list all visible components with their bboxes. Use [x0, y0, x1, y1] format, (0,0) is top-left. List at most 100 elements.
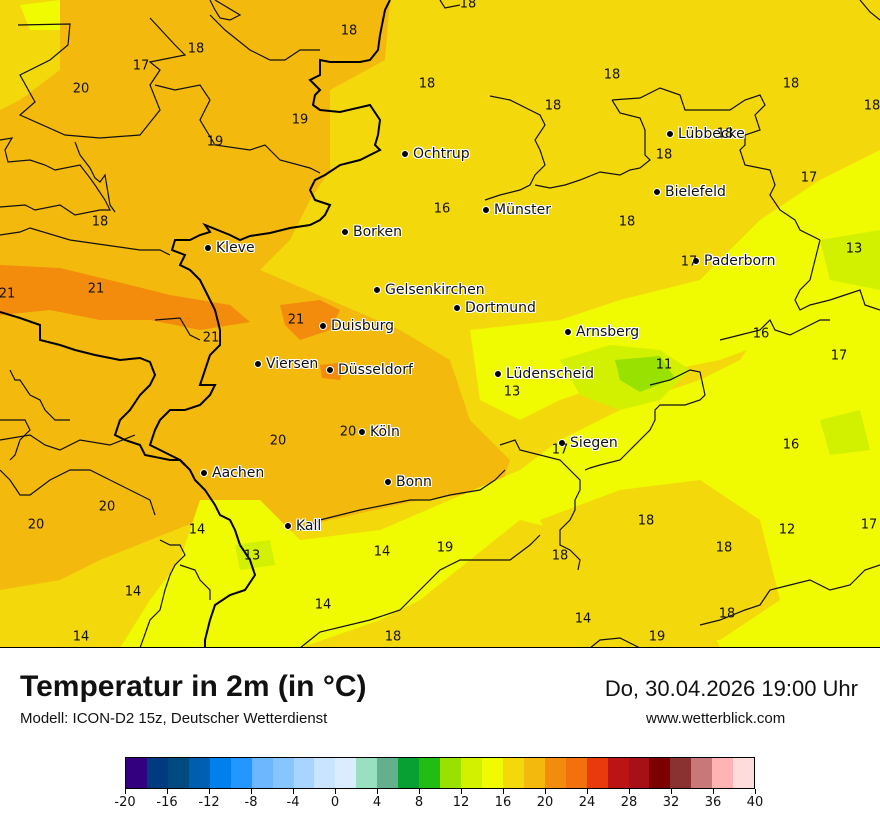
temperature-value: 19 — [436, 540, 454, 556]
temperature-field — [0, 0, 880, 647]
city-kleve: Kleve — [204, 240, 255, 256]
city-viersen: Viersen — [254, 356, 318, 372]
city-gelsenkirchen: Gelsenkirchen — [373, 282, 485, 298]
temperature-value: 19 — [648, 629, 666, 645]
legend-tick-label: 36 — [704, 795, 722, 810]
city-marker-icon — [319, 322, 327, 330]
legend-color-segment — [502, 758, 524, 788]
temperature-value: 13 — [503, 384, 521, 400]
temperature-value: 17 — [132, 58, 150, 74]
temperature-value: 16 — [752, 326, 770, 342]
legend-tick-mark — [460, 789, 462, 794]
temperature-value: 19 — [291, 112, 309, 128]
temperature-value: 18 — [863, 98, 880, 114]
city-marker-icon — [653, 188, 661, 196]
legend-tick-mark — [628, 789, 630, 794]
temperature-value: 13 — [243, 548, 261, 564]
city-marker-icon — [200, 469, 208, 477]
legend-color-segment — [523, 758, 545, 788]
city-duesseldorf: Düsseldorf — [326, 362, 413, 378]
city-marker-icon — [358, 428, 366, 436]
temperature-value: 14 — [373, 544, 391, 560]
temperature-value: 17 — [830, 348, 848, 364]
city-marker-icon — [284, 522, 292, 530]
temperature-value: 20 — [27, 517, 45, 533]
legend-tick-label: 4 — [372, 795, 382, 810]
city-marker-icon — [494, 370, 502, 378]
legend-color-segment — [649, 758, 671, 788]
legend-tick-label: 16 — [494, 795, 512, 810]
legend-tick-mark — [418, 789, 420, 794]
temperature-value: 18 — [459, 0, 477, 12]
temperature-value: 18 — [715, 540, 733, 556]
legend-color-segment — [586, 758, 608, 788]
legend-color-segment — [314, 758, 336, 788]
temperature-value: 14 — [574, 611, 592, 627]
temperature-map: Ochtrup Münster Borken Kleve Gelsenkirch… — [0, 0, 880, 648]
legend-color-segment — [440, 758, 461, 788]
legend-color-segment — [565, 758, 587, 788]
temperature-value: 17 — [551, 442, 569, 458]
city-koeln: Köln — [358, 424, 400, 440]
legend-tick-mark — [544, 789, 546, 794]
legend-tick-mark — [670, 789, 672, 794]
temperature-value: 18 — [187, 41, 205, 57]
temperature-value: 18 — [637, 513, 655, 529]
city-marker-icon — [401, 150, 409, 158]
temperature-value: 21 — [202, 330, 220, 346]
legend-tick-label: -4 — [286, 795, 300, 810]
city-marker-icon — [384, 478, 392, 486]
legend-color-segment — [419, 758, 441, 788]
temperature-value: 18 — [782, 76, 800, 92]
temperature-value: 17 — [800, 170, 818, 186]
city-dortmund: Dortmund — [453, 300, 536, 316]
legend-tick-label: 28 — [620, 795, 638, 810]
temperature-value: 14 — [314, 597, 332, 613]
legend-tick-label: 12 — [452, 795, 470, 810]
legend-color-segment — [733, 758, 755, 788]
legend-color-segment — [272, 758, 294, 788]
city-marker-icon — [564, 328, 572, 336]
city-bielefeld: Bielefeld — [653, 184, 726, 200]
city-arnsberg: Arnsberg — [564, 324, 639, 340]
city-marker-icon — [558, 439, 566, 447]
temperature-value: 21 — [287, 312, 305, 328]
legend-color-segment — [188, 758, 210, 788]
legend-tick-mark — [712, 789, 714, 794]
legend-color-segment — [230, 758, 252, 788]
temperature-value: 18 — [718, 606, 736, 622]
legend-color-segment — [146, 758, 168, 788]
temperature-value: 20 — [339, 424, 357, 440]
city-marker-icon — [482, 206, 490, 214]
legend-color-segment — [691, 758, 713, 788]
temperature-value: 20 — [72, 81, 90, 97]
legend-color-segment — [293, 758, 315, 788]
legend-color-segment — [209, 758, 231, 788]
legend-tick-mark — [250, 789, 252, 794]
city-bonn: Bonn — [384, 474, 432, 490]
city-marker-icon — [254, 360, 262, 368]
legend-tick-label: -8 — [244, 795, 258, 810]
legend-color-segment — [607, 758, 629, 788]
city-marker-icon — [453, 304, 461, 312]
city-luedenscheid: Lüdenscheid — [494, 366, 594, 382]
temperature-value: 18 — [418, 76, 436, 92]
temperature-value: 18 — [544, 98, 562, 114]
temperature-value: 16 — [782, 437, 800, 453]
temperature-value: 21 — [87, 281, 105, 297]
city-siegen: Siegen — [558, 435, 618, 451]
legend-color-segment — [670, 758, 692, 788]
temperature-value: 20 — [269, 433, 287, 449]
legend-tick-mark — [292, 789, 294, 794]
temperature-value: 20 — [98, 499, 116, 515]
legend-tick-label: 0 — [330, 795, 340, 810]
model-subtitle: Modell: ICON-D2 15z, Deutscher Wetterdie… — [20, 710, 328, 727]
city-aachen: Aachen — [200, 465, 264, 481]
color-legend — [125, 757, 755, 789]
temperature-value: 18 — [716, 126, 734, 142]
city-marker-icon — [666, 130, 674, 138]
legend-tick-label: 32 — [662, 795, 680, 810]
city-duisburg: Duisburg — [319, 318, 394, 334]
website-link[interactable]: www.wetterblick.com — [646, 710, 786, 727]
city-marker-icon — [692, 257, 700, 265]
